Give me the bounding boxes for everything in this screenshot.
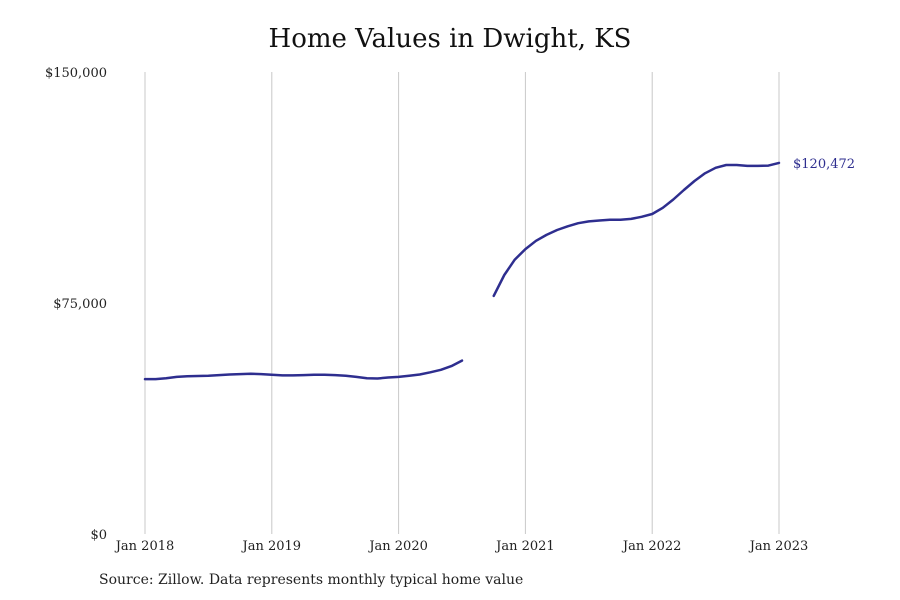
y-tick-label: $75,000 [53, 297, 107, 312]
y-tick-label: $150,000 [45, 66, 107, 81]
x-tick-label: Jan 2022 [621, 539, 682, 554]
y-tick-label: $0 [90, 528, 107, 543]
x-tick-label: Jan 2018 [114, 539, 175, 554]
series-line-segment [492, 161, 781, 298]
chart-title: Home Values in Dwight, KS [268, 24, 632, 54]
source-note: Source: Zillow. Data represents monthly … [99, 572, 524, 588]
end-value-label: $120,472 [793, 157, 855, 172]
x-tick-label: Jan 2020 [367, 539, 428, 554]
x-tick-label: Jan 2019 [241, 539, 302, 554]
series-line-segment [143, 359, 464, 381]
x-tick-label: Jan 2023 [748, 539, 809, 554]
x-tick-label: Jan 2021 [494, 539, 555, 554]
